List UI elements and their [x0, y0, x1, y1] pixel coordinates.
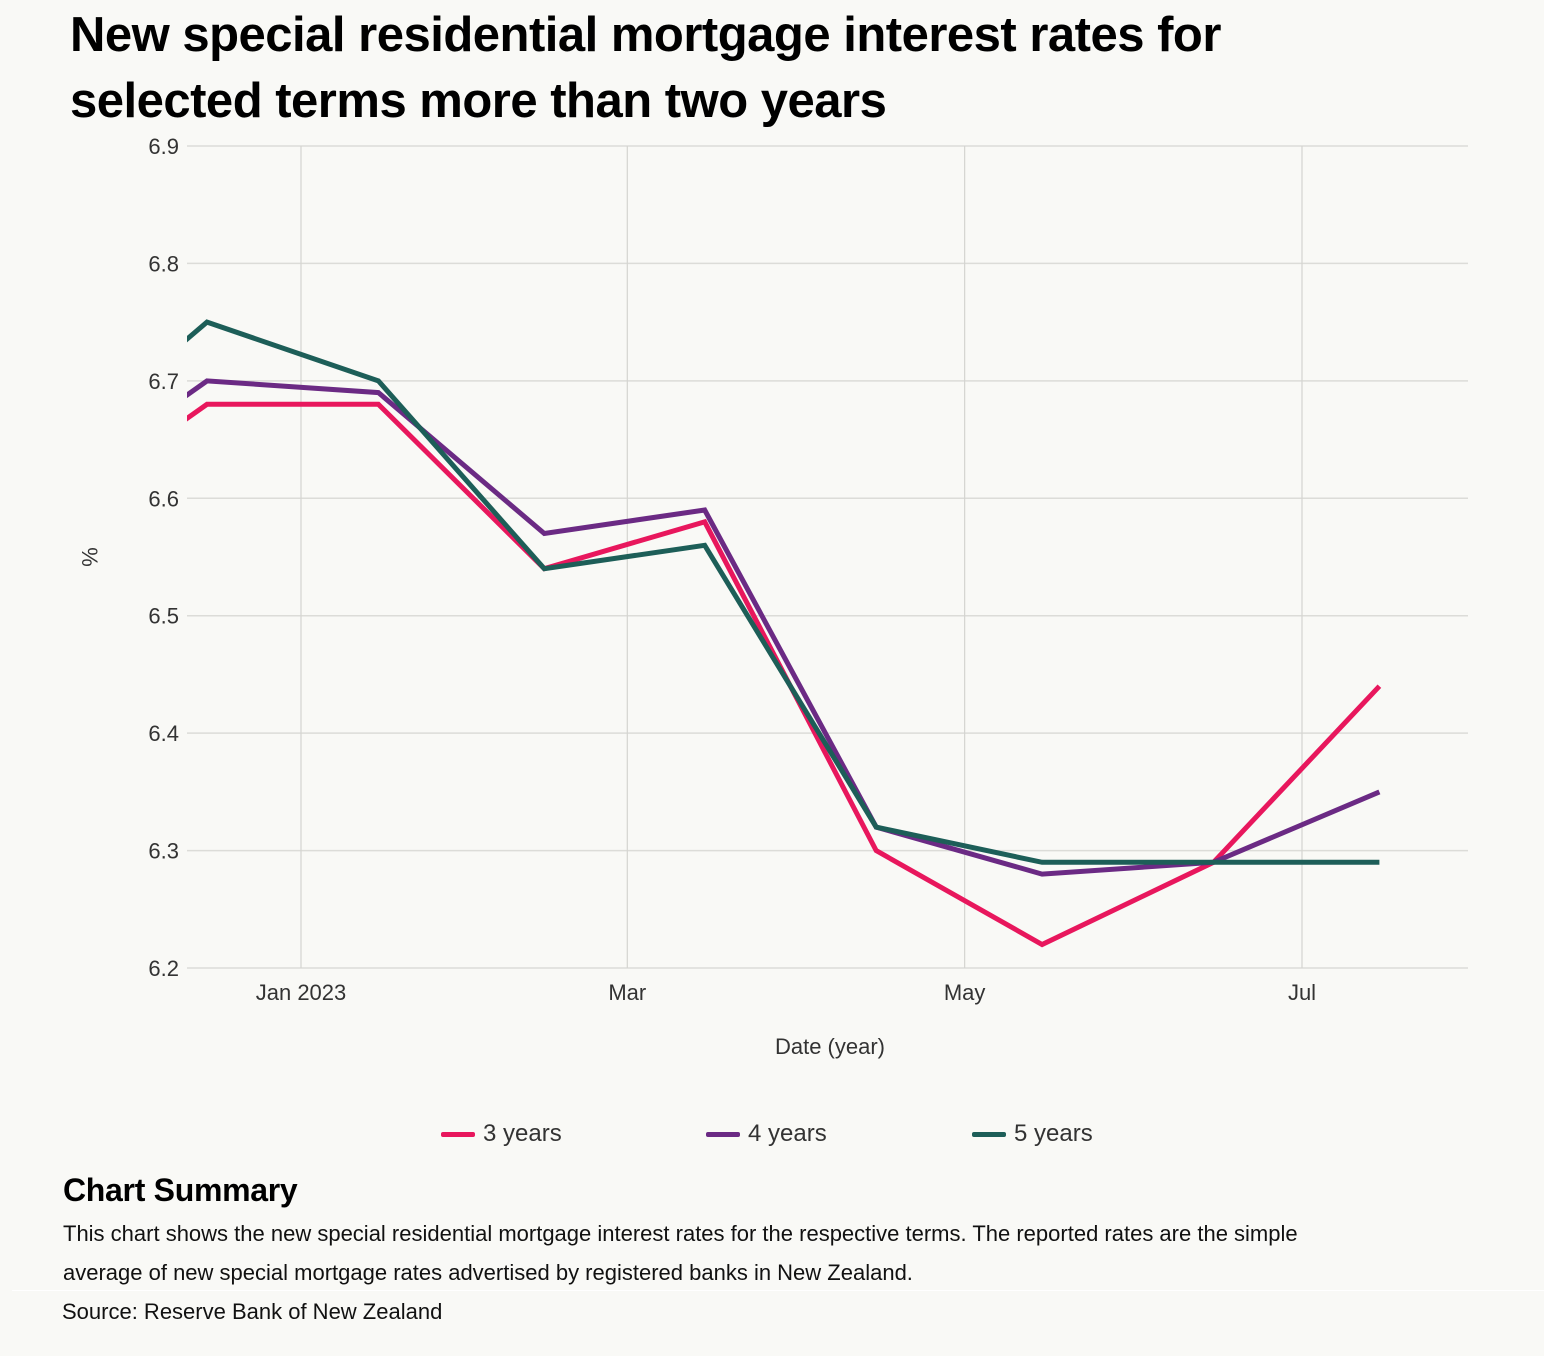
y-tick-labels: 6.2 6.3 6.4 6.5 6.6 6.7 6.8 6.9: [148, 134, 179, 981]
legend-swatch-5-years: [972, 1131, 1006, 1137]
legend-label: 3 years: [483, 1120, 562, 1147]
series-line-4-years: [187, 378, 1381, 877]
y-tick-label: 6.2: [148, 956, 179, 981]
series-line-5-years: [187, 319, 1380, 865]
source-note: Source: Reserve Bank of New Zealand: [62, 1299, 443, 1324]
x-gridlines: [300, 146, 1303, 968]
legend-item-3-years[interactable]: 3 years: [441, 1120, 562, 1148]
y-tick-label: 6.9: [148, 134, 179, 159]
legend-item-5-years[interactable]: 5 years: [972, 1120, 1093, 1148]
x-tick-label: May: [944, 980, 986, 1005]
x-tick-label: Mar: [608, 980, 646, 1005]
y-tick-label: 6.6: [148, 486, 179, 511]
divider: [12, 1290, 1544, 1291]
legend-label: 5 years: [1014, 1120, 1093, 1147]
x-axis-title: Date (year): [775, 1034, 885, 1059]
series-line-3-years: [187, 401, 1382, 948]
y-tick-label: 6.7: [148, 369, 179, 394]
summary-text: This chart shows the new special residen…: [63, 1221, 1298, 1285]
legend-swatch-4-years: [706, 1131, 740, 1137]
chart-title: New special residential mortgage interes…: [70, 8, 1221, 128]
y-tick-label: 6.3: [148, 839, 179, 864]
legend-item-4-years[interactable]: 4 years: [706, 1120, 827, 1148]
summary-heading: Chart Summary: [63, 1172, 298, 1208]
x-tick-label: Jan 2023: [256, 980, 347, 1005]
x-tick-label: Jul: [1288, 980, 1316, 1005]
legend-label: 4 years: [748, 1120, 827, 1147]
y-tick-label: 6.8: [148, 251, 179, 276]
legend: 3 years 4 years 5 years: [0, 1120, 1544, 1152]
line-chart: 6.26.36.46.56.66.76.86.9 Jan 2023 Mar May J…: [77, 134, 1468, 1059]
y-axis-title: %: [77, 547, 102, 567]
y-tick-label: 6.5: [148, 604, 179, 629]
y-tick-label: 6.4: [148, 721, 179, 746]
legend-swatch-3-years: [441, 1131, 475, 1137]
x-tick-labels: Jan 2023 Mar May Jul: [256, 980, 1316, 1005]
series-lines: [187, 319, 1382, 948]
y-gridlines: [187, 145, 1468, 969]
